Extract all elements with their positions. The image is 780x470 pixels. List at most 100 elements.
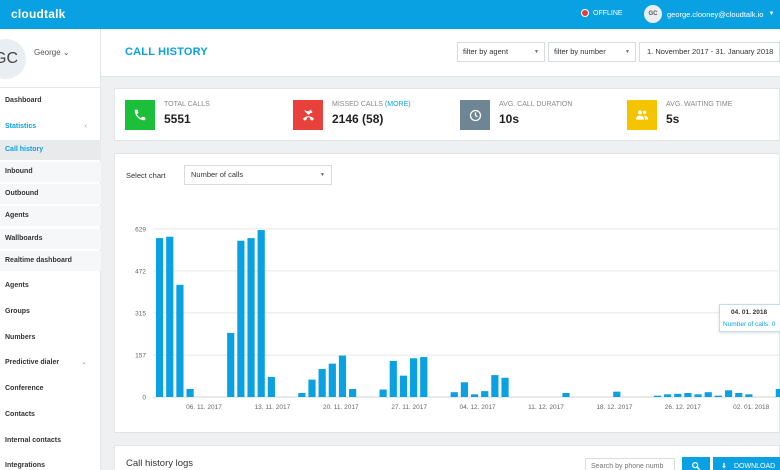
sidebar-item-statistics[interactable]: Statistics ‹ <box>0 117 101 137</box>
chart-card: Select chart Number of calls ▼ 0 157 315 47… <box>114 153 780 433</box>
bar <box>318 368 326 397</box>
page-header: CALL HISTORY filter by agent ▼ filter by… <box>101 29 780 77</box>
sidebar-item-label: Agents <box>5 212 29 219</box>
sidebar-item-agents-stats[interactable]: Agents <box>0 206 101 226</box>
sidebar-item-label: Numbers <box>5 334 36 341</box>
user-avatar: GC <box>644 5 662 23</box>
caret-down-icon: ▼ <box>625 49 630 55</box>
chart-select-label: Select chart <box>126 171 166 180</box>
sidebar-item-conference[interactable]: Conference <box>0 379 101 399</box>
bar <box>745 394 753 397</box>
stat-avg-waiting: AVG. WAITING TIME 5s <box>627 100 732 130</box>
sidebar-item-integrations[interactable]: Integrations <box>0 456 101 470</box>
x-tick-label: 18. 12. 2017 <box>596 404 633 411</box>
user-email: george.clooney@cloudtalk.io <box>667 9 764 19</box>
sidebar-item-realtime-dashboard[interactable]: Realtime dashboard <box>0 251 101 271</box>
bar <box>775 388 780 397</box>
sidebar-item-outbound[interactable]: Outbound <box>0 184 101 204</box>
sidebar-item-label: Inbound <box>5 168 33 175</box>
bar <box>613 391 621 397</box>
bar <box>562 392 570 397</box>
tooltip-date: 04. 01. 2018 <box>731 309 768 316</box>
date-range-picker[interactable]: 1. November 2017 - 31. January 2018 <box>639 42 780 62</box>
page-title: CALL HISTORY <box>125 46 208 58</box>
sidebar-item-label: Agents <box>5 282 29 289</box>
bar <box>166 236 174 397</box>
x-tick-label: 20. 11. 2017 <box>323 404 359 411</box>
bar <box>674 393 682 397</box>
bar <box>704 392 712 397</box>
sidebar-item-internal-contacts[interactable]: Internal contacts <box>0 431 101 451</box>
x-tick-label: 26. 12. 2017 <box>665 404 702 411</box>
sidebar-item-label: Wallboards <box>5 235 43 242</box>
sidebar-item-label: Realtime dashboard <box>5 257 72 264</box>
sidebar-item-label: Predictive dialer <box>5 359 60 366</box>
bar <box>653 395 662 397</box>
sidebar-item-label: Internal contacts <box>5 437 62 444</box>
x-tick-label: 11. 12. 2017 <box>528 404 564 411</box>
more-link[interactable]: (MORE) <box>384 101 411 108</box>
stats-bar: TOTAL CALLS 5551 MISSED CALLS (MORE) 214… <box>114 88 780 141</box>
sidebar-item-label: Statistics <box>5 123 37 130</box>
filter-agent-select[interactable]: filter by agent ▼ <box>457 42 545 62</box>
caret-down-icon: ▼ <box>320 172 325 178</box>
sidebar-item-label: Conference <box>5 385 44 392</box>
calls-bar-chart: 0 157 315 472 629 06. 11. 2017 13. 11. 2017 20.… <box>135 227 780 411</box>
sidebar-item-numbers[interactable]: Numbers <box>0 328 101 348</box>
bar <box>349 388 357 397</box>
download-icon <box>722 463 726 469</box>
sidebar-item-label: Integrations <box>5 462 46 469</box>
sidebar-item-predictive-dialer[interactable]: Predictive dialer ⌄ <box>0 353 101 373</box>
search-icon <box>692 462 701 470</box>
stat-value: 2146 (58) <box>332 112 384 126</box>
sidebar-item-call-history[interactable]: Call history <box>0 140 101 160</box>
y-tick-label: 157 <box>135 353 146 360</box>
bar <box>450 392 458 397</box>
bar <box>460 382 468 397</box>
search-button[interactable] <box>682 457 710 470</box>
app-logo[interactable]: cloudtalk <box>11 7 66 21</box>
bar <box>664 394 672 397</box>
sidebar-user-menu[interactable]: George ⌄ <box>34 48 70 57</box>
bar <box>389 360 397 397</box>
chart-type-select[interactable]: Number of calls ▼ <box>184 165 332 185</box>
phone-search-input[interactable] <box>585 458 675 470</box>
bar <box>735 392 743 397</box>
status-indicator[interactable]: OFFLINE <box>581 9 623 17</box>
y-tick-label: 315 <box>135 310 146 317</box>
missed-call-icon <box>293 100 323 130</box>
sidebar-item-agents[interactable]: Agents <box>0 276 101 296</box>
sidebar-item-wallboards[interactable]: Wallboards <box>0 229 101 249</box>
x-tick-label: 06. 11. 2017 <box>186 404 222 411</box>
sidebar-item-inbound[interactable]: Inbound <box>0 162 101 182</box>
bar <box>237 240 245 397</box>
x-tick-label: 27. 11. 2017 <box>391 404 427 411</box>
sidebar-divider <box>0 87 101 88</box>
stat-missed-calls: MISSED CALLS (MORE) 2146 (58) <box>293 100 411 130</box>
bar <box>328 363 336 397</box>
chevron-down-icon: ⌄ <box>62 48 70 57</box>
filter-number-value: filter by number <box>554 47 606 56</box>
sidebar-avatar[interactable]: GC <box>0 39 26 79</box>
stat-value: 10s <box>499 112 520 126</box>
y-tick-label: 629 <box>135 227 146 234</box>
bar <box>176 284 184 397</box>
clock-icon <box>460 100 490 130</box>
x-tick-label: 02. 01. 2018 <box>733 404 770 411</box>
chevron-down-icon: ▼ <box>768 11 775 17</box>
sidebar-item-groups[interactable]: Groups <box>0 302 101 322</box>
sidebar-item-contacts[interactable]: Contacts <box>0 405 101 425</box>
bar <box>247 238 255 397</box>
stat-value: 5551 <box>164 112 191 126</box>
sidebar-item-label: Call history <box>5 146 44 153</box>
sidebar-item-dashboard[interactable]: Dashboard <box>0 91 101 111</box>
download-button[interactable]: DOWNLOAD <box>713 457 780 470</box>
filter-number-select[interactable]: filter by number ▼ <box>548 42 636 62</box>
user-menu[interactable]: GC george.clooney@cloudtalk.io ▼ <box>644 5 774 23</box>
bar <box>298 392 306 397</box>
x-tick-label: 04. 12. 2017 <box>460 404 497 411</box>
bar <box>481 391 489 397</box>
logs-card: Call history logs DOWNLOAD <box>114 445 780 470</box>
sidebar-item-label: Dashboard <box>5 97 42 104</box>
status-dot-icon <box>581 9 589 17</box>
